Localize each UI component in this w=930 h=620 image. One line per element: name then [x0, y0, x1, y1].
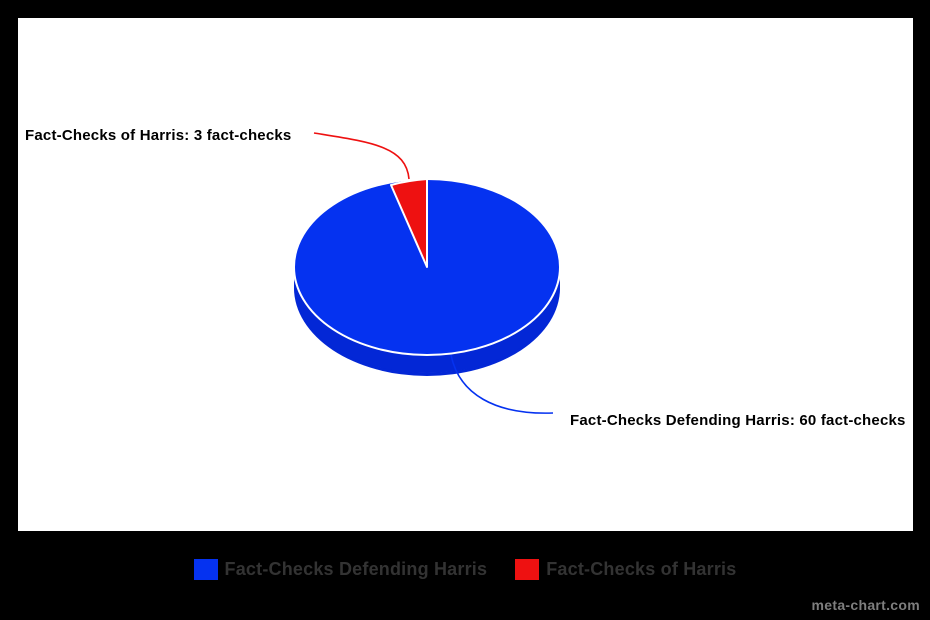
legend-swatch-blue-icon [193, 559, 218, 580]
callout-line-blue [450, 354, 554, 414]
legend-label-of-harris: Fact-Checks of Harris [546, 559, 737, 579]
watermark: meta-chart.com [811, 597, 920, 613]
legend-swatch-red-icon [515, 559, 540, 580]
legend-item-of-harris: Fact-Checks of Harris [515, 559, 736, 580]
legend-item-defending-harris: Fact-Checks Defending Harris [193, 559, 488, 580]
callout-label-defending-harris: Fact-Checks Defending Harris: 60 fact-ch… [570, 412, 906, 429]
pie-slice-of-harris [390, 178, 428, 268]
callout-line-red [313, 132, 410, 180]
pie-chart [293, 132, 561, 414]
legend: Fact-Checks Defending Harris Fact-Checks… [0, 559, 930, 580]
legend-label-defending-harris: Fact-Checks Defending Harris [224, 559, 488, 579]
callout-label-of-harris: Fact-Checks of Harris: 3 fact-checks [25, 127, 292, 144]
plot-area: Fact-Checks of Harris: 3 fact-checks Fac… [18, 18, 913, 531]
